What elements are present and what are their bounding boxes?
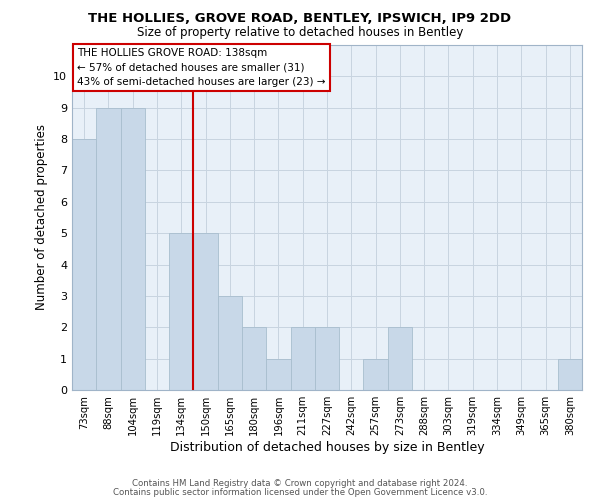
X-axis label: Distribution of detached houses by size in Bentley: Distribution of detached houses by size … [170, 441, 484, 454]
Text: Size of property relative to detached houses in Bentley: Size of property relative to detached ho… [137, 26, 463, 39]
Text: Contains public sector information licensed under the Open Government Licence v3: Contains public sector information licen… [113, 488, 487, 497]
Bar [96, 108, 121, 390]
Y-axis label: Number of detached properties: Number of detached properties [35, 124, 47, 310]
Bar [169, 233, 193, 390]
Bar [364, 358, 388, 390]
Bar [242, 328, 266, 390]
Text: Contains HM Land Registry data © Crown copyright and database right 2024.: Contains HM Land Registry data © Crown c… [132, 478, 468, 488]
Bar [121, 108, 145, 390]
Bar [193, 233, 218, 390]
Bar [266, 358, 290, 390]
Bar [72, 139, 96, 390]
Text: THE HOLLIES GROVE ROAD: 138sqm
← 57% of detached houses are smaller (31)
43% of : THE HOLLIES GROVE ROAD: 138sqm ← 57% of … [77, 48, 326, 87]
Bar [290, 328, 315, 390]
Bar [558, 358, 582, 390]
Text: THE HOLLIES, GROVE ROAD, BENTLEY, IPSWICH, IP9 2DD: THE HOLLIES, GROVE ROAD, BENTLEY, IPSWIC… [88, 12, 512, 26]
Bar [315, 328, 339, 390]
Bar [388, 328, 412, 390]
Bar [218, 296, 242, 390]
